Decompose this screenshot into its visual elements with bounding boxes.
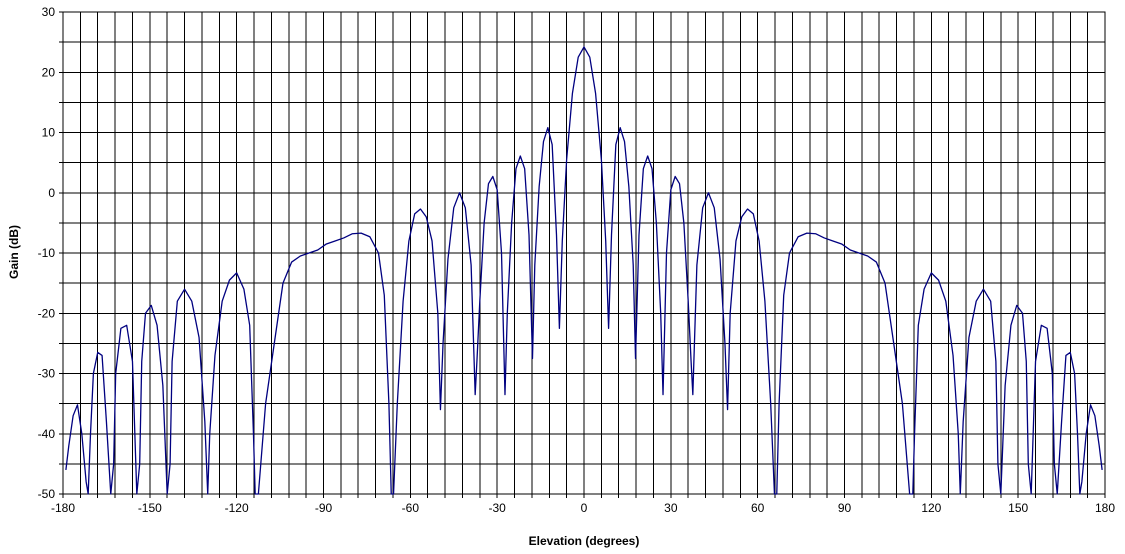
y-tick-label: 30 <box>42 5 56 19</box>
x-tick-label: -120 <box>225 501 249 515</box>
x-tick-label: 60 <box>751 501 765 515</box>
y-axis-title: Gain (dB) <box>7 225 21 279</box>
y-tick-labels: -50 -40 -30 -20 -10 0 10 20 30 <box>38 5 56 501</box>
y-tick-label: 10 <box>42 126 56 140</box>
x-tick-label: -150 <box>138 501 162 515</box>
x-tick-label: 30 <box>664 501 678 515</box>
plot-area-frame <box>62 11 1106 495</box>
x-axis-title: Elevation (degrees) <box>529 534 640 548</box>
y-tick-label: -30 <box>38 367 56 381</box>
x-tick-label: -30 <box>488 501 506 515</box>
y-tick-label: -20 <box>38 306 56 320</box>
y-tick-label: -10 <box>38 246 56 260</box>
x-tick-labels: -180 -150 -120 -90 -60 -30 0 30 60 90 120 150 180 <box>51 501 1115 515</box>
y-tick-label: -40 <box>38 427 56 441</box>
x-tick-label: 180 <box>1095 501 1115 515</box>
x-tick-label: 0 <box>581 501 588 515</box>
x-tick-label: 90 <box>838 501 852 515</box>
y-tick-label: 20 <box>42 65 56 79</box>
x-tick-label: 150 <box>1008 501 1028 515</box>
y-tick-label: 0 <box>48 186 55 200</box>
y-tick-label: -50 <box>38 487 56 501</box>
x-tick-label: 120 <box>921 501 941 515</box>
x-tick-label: -180 <box>51 501 75 515</box>
series-layer <box>65 46 1103 495</box>
gain-series-line <box>65 46 1103 495</box>
x-tick-label: -60 <box>402 501 420 515</box>
x-tick-label: -90 <box>315 501 333 515</box>
